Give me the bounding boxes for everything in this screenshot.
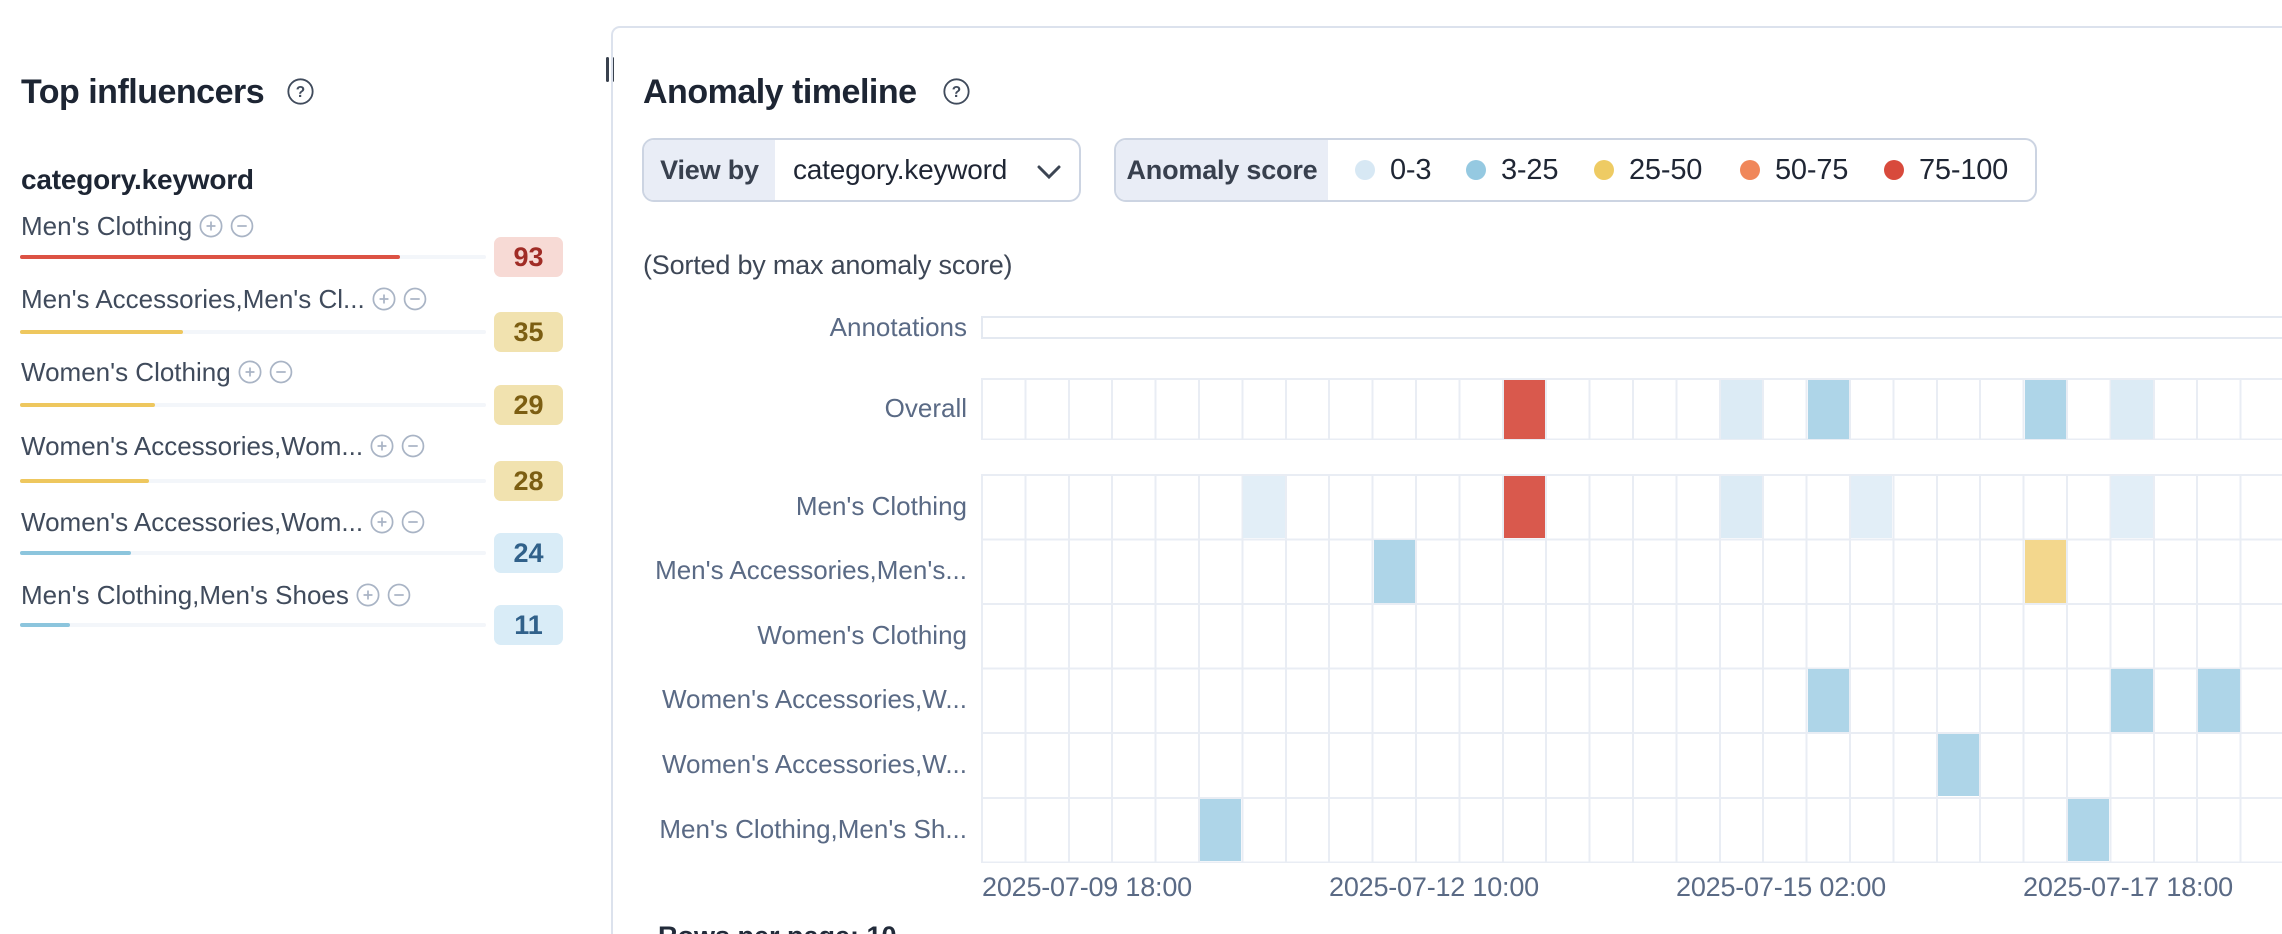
svg-text:?: ?: [296, 84, 305, 101]
svg-text:?: ?: [952, 84, 961, 101]
